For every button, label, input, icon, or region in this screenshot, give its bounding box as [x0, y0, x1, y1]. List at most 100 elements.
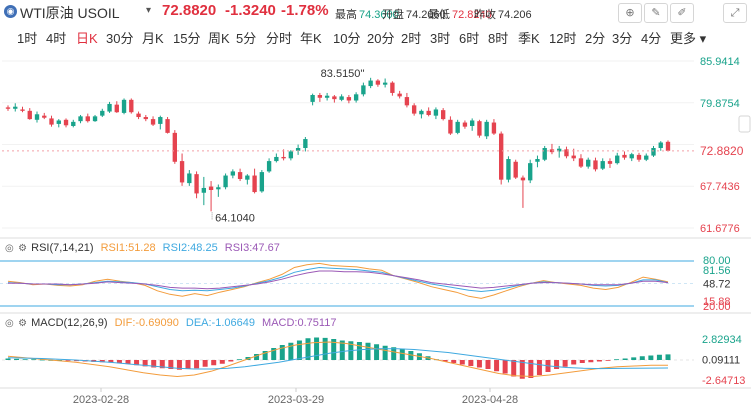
candle-body: [578, 158, 584, 167]
interval-tab[interactable]: 3时: [430, 31, 451, 46]
macd-histogram-bar: [39, 359, 45, 361]
price-axis-label: 61.6776: [700, 223, 740, 235]
interval-tab[interactable]: 月K: [142, 31, 164, 46]
settings-gear-icon[interactable]: ⚙: [18, 243, 28, 254]
macd-histogram-bar: [151, 360, 157, 368]
stat-value: 72.8240: [452, 9, 492, 21]
macd-histogram-bar: [125, 360, 131, 365]
fullscreen-icon[interactable]: ⤢: [723, 3, 747, 23]
candle-body: [375, 80, 381, 85]
candle-body: [179, 161, 185, 183]
macd-histogram-bar: [459, 360, 465, 365]
stat-1: 开盘 74.2060: [382, 6, 446, 22]
zoom-in-icon[interactable]: ⊕: [618, 3, 642, 23]
candle-body: [194, 174, 199, 194]
current-price-label: 72.8820: [700, 144, 744, 158]
macd-histogram-bar: [194, 360, 200, 369]
interval-tab[interactable]: 30分: [106, 31, 134, 46]
macd-histogram-bar: [631, 357, 637, 360]
macd-histogram-bar: [374, 344, 380, 360]
macd-histogram-bar: [408, 351, 414, 360]
rsi2-label: RSI2:48.25: [162, 242, 218, 254]
macd-histogram-bar: [399, 348, 405, 360]
panel-toggle-icon: [738, 115, 751, 133]
candle-body: [411, 105, 417, 114]
candle-body: [607, 161, 613, 164]
candle-body: [528, 163, 533, 181]
candle-body: [85, 116, 90, 122]
interval-tab[interactable]: 2分: [585, 31, 606, 46]
candle-body: [136, 113, 141, 118]
interval-tab[interactable]: 12时: [549, 31, 577, 46]
draw-icon[interactable]: ✐: [670, 3, 694, 23]
candle-body: [542, 148, 547, 160]
stat-value: 74.2060: [406, 9, 446, 21]
interval-tab[interactable]: 10分: [333, 31, 361, 46]
candle-body: [208, 186, 214, 190]
chevron-down-icon[interactable]: ▾: [146, 5, 152, 16]
macd-histogram-bar: [314, 337, 320, 360]
x-axis-label: 2023-03-29: [268, 394, 324, 406]
interval-tab[interactable]: 周K: [208, 31, 230, 46]
last-price: 72.8820: [162, 2, 217, 19]
interval-tab[interactable]: 更多 ▾: [670, 31, 707, 46]
macd-line-dea: [7, 348, 669, 370]
candle-body: [143, 117, 148, 120]
macd-histogram-bar: [31, 359, 37, 361]
interval-tab[interactable]: 20分: [367, 31, 395, 46]
rsi-axis-label: 15.88: [703, 296, 731, 308]
macd-histogram-bar: [656, 354, 662, 360]
macd-histogram-bar: [511, 360, 517, 377]
rsi-axis-label: 20.00: [703, 301, 731, 313]
instrument-title[interactable]: WTI原油 USOIL: [20, 5, 120, 21]
stat-label: 开盘: [382, 9, 404, 21]
candle-body: [535, 159, 540, 162]
rsi-axis-label: 80.00: [703, 255, 731, 267]
macd-histogram-bar: [622, 358, 628, 360]
interval-tabs: 1时 4时 日K 30分 月K 15分 周K 5分 分时 年K 10分 20分 2时 3时 6时 8时 季K 12…: [0, 26, 751, 46]
macd-histogram-bar: [554, 360, 560, 369]
edit-icon[interactable]: ✎: [644, 3, 668, 23]
interval-tab[interactable]: 季K: [518, 31, 540, 46]
interval-tab[interactable]: 4分: [641, 31, 662, 46]
interval-tab[interactable]: 6时: [459, 31, 480, 46]
interval-tab[interactable]: 年K: [300, 31, 322, 46]
x-axis-label: 2023-02-28: [73, 394, 129, 406]
macd-axis-label: -2.64713: [702, 375, 745, 387]
settings-gear-icon[interactable]: ⚙: [18, 318, 28, 329]
interval-tab[interactable]: 4时: [46, 31, 67, 46]
eye-icon[interactable]: ◎: [5, 318, 14, 329]
interval-tab[interactable]: 15分: [173, 31, 201, 46]
candle-body: [499, 133, 504, 180]
macd-histogram-bar: [116, 360, 122, 364]
candle-body: [324, 95, 330, 98]
price-axis-label: 79.8754: [700, 98, 740, 110]
macd-histogram-bar: [142, 360, 148, 367]
macd-histogram-bar: [476, 360, 482, 368]
candle-body: [600, 161, 605, 169]
interval-tab[interactable]: 8时: [488, 31, 509, 46]
candle-body: [100, 110, 105, 116]
eye-icon[interactable]: ◎: [5, 243, 14, 254]
interval-tab[interactable]: 5分: [236, 31, 257, 46]
candle-body: [332, 96, 337, 100]
interval-tab[interactable]: 3分: [612, 31, 633, 46]
macd-histogram-bar: [571, 360, 577, 365]
candle-body: [252, 175, 257, 193]
interval-tab[interactable]: 2时: [401, 31, 422, 46]
macd-axis-label: 0.09111: [702, 354, 740, 366]
macd-histogram-bar: [99, 360, 105, 363]
candle-body: [172, 132, 177, 162]
price-axis-label: 67.7436: [700, 181, 740, 193]
macd-histogram-bar: [365, 342, 371, 360]
candle-body: [622, 154, 627, 158]
x-axis-label: 2023-04-28: [462, 394, 518, 406]
candle-body: [520, 177, 526, 181]
candle-body: [658, 142, 663, 149]
interval-tab[interactable]: 1时: [17, 31, 38, 46]
quote-header: ◉ WTI原油 USOIL ▾ 72.8820 -1.3240 -1.78% 最…: [0, 0, 751, 24]
interval-tab[interactable]: 分时: [266, 31, 293, 46]
macd-histogram-bar: [468, 360, 474, 366]
interval-tab[interactable]: 日K: [76, 31, 98, 46]
